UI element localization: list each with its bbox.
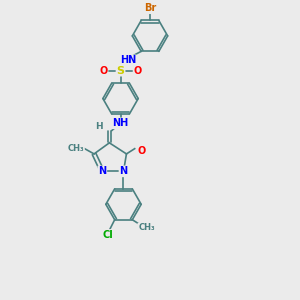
Text: CH₃: CH₃	[68, 144, 84, 153]
Text: N: N	[98, 167, 106, 176]
Text: N: N	[119, 167, 128, 176]
Text: Cl: Cl	[103, 230, 114, 240]
Text: HN: HN	[120, 56, 136, 65]
Text: O: O	[134, 66, 142, 76]
Text: O: O	[138, 146, 146, 156]
Text: Br: Br	[144, 3, 156, 13]
Text: H: H	[95, 122, 102, 131]
Text: NH: NH	[112, 118, 129, 128]
Text: CH₃: CH₃	[138, 224, 155, 232]
Text: S: S	[117, 66, 124, 76]
Text: O: O	[99, 66, 108, 76]
